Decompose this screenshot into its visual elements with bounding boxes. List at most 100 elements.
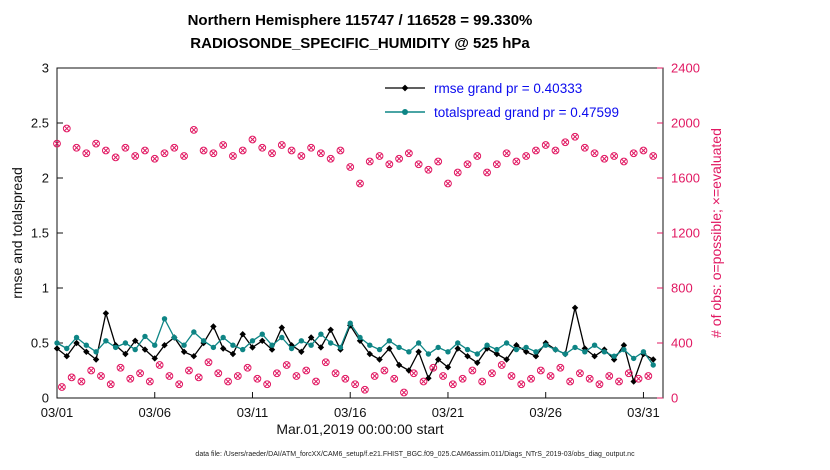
- marker-obs-possible-circle: [277, 141, 286, 149]
- marker-dot: [513, 346, 520, 353]
- marker-obs-possible-circle: [561, 138, 570, 147]
- marker-obs-evaluated-cross: [576, 370, 583, 377]
- marker-dot: [152, 342, 158, 348]
- marker-dot: [582, 349, 588, 355]
- marker-diamond: [73, 339, 80, 347]
- marker-obs-possible-circle: [121, 143, 130, 152]
- marker-obs-evaluated-cross: [313, 378, 319, 385]
- marker-dot: [64, 345, 70, 352]
- marker-dot: [572, 344, 578, 351]
- marker-obs-possible-circle: [116, 363, 125, 372]
- marker-obs-possible-circle: [458, 374, 467, 383]
- marker-diamond: [219, 345, 227, 352]
- marker-obs-evaluated-cross: [371, 373, 378, 379]
- marker-obs-possible-circle: [87, 366, 96, 375]
- marker-obs-possible-circle: [492, 160, 501, 169]
- marker-obs-possible-circle: [326, 154, 335, 163]
- y-axis-label-left: rmse and totalspread: [9, 167, 25, 299]
- marker-obs-evaluated-cross: [606, 373, 613, 379]
- marker-obs-possible-circle: [395, 154, 403, 163]
- marker-obs-evaluated-cross: [161, 150, 168, 157]
- marker-obs-possible-circle: [312, 377, 320, 386]
- y-tick-label-right: 1600: [671, 171, 700, 186]
- marker-obs-possible-circle: [292, 372, 301, 380]
- marker-diamond: [513, 342, 520, 349]
- marker-obs-possible-circle: [595, 380, 604, 389]
- marker-obs-evaluated-cross: [234, 373, 241, 379]
- marker-obs-possible-circle: [507, 372, 516, 380]
- marker-obs-possible-circle: [317, 149, 325, 158]
- marker-obs-possible-circle: [541, 141, 550, 149]
- marker-diamond: [395, 361, 403, 369]
- legend-marker-rmse: [385, 84, 425, 92]
- marker-obs-possible-circle: [365, 157, 374, 166]
- marker-dot: [279, 334, 285, 341]
- chart-title-line2: RADIOSONDE_SPECIFIC_HUMIDITY @ 525 hPa: [190, 35, 530, 52]
- y-tick-label-left: 0: [42, 391, 49, 406]
- marker-obs-evaluated-cross: [440, 373, 447, 379]
- marker-obs-possible-circle: [263, 380, 272, 389]
- marker-dot: [445, 349, 451, 355]
- marker-dot: [425, 351, 432, 357]
- marker-obs-possible-circle: [409, 369, 418, 378]
- marker-obs-possible-circle: [556, 363, 565, 372]
- marker-obs-evaluated-cross: [132, 153, 139, 159]
- marker-dot: [562, 351, 568, 357]
- marker-obs-evaluated-cross: [342, 375, 349, 382]
- marker-obs-evaluated-cross: [78, 378, 85, 385]
- marker-dot: [249, 338, 256, 344]
- marker-obs-possible-circle: [336, 146, 345, 155]
- y-tick-label-left: 1.5: [31, 226, 49, 241]
- legend: rmse grand pr = 0.40333 totalspread gran…: [383, 76, 619, 124]
- marker-diamond: [259, 337, 266, 344]
- marker-obs-possible-circle: [341, 374, 350, 383]
- marker-obs-possible-circle: [145, 377, 154, 386]
- marker-diamond: [591, 353, 598, 360]
- marker-obs-evaluated-cross: [112, 154, 119, 161]
- marker-obs-possible-circle: [566, 377, 575, 386]
- marker-obs-possible-circle: [551, 146, 560, 155]
- marker-obs-possible-circle: [346, 163, 355, 171]
- marker-obs-evaluated-cross: [225, 378, 232, 385]
- marker-obs-possible-circle: [77, 377, 86, 386]
- marker-obs-possible-circle: [400, 388, 408, 397]
- marker-obs-evaluated-cross: [567, 378, 574, 385]
- marker-obs-evaluated-cross: [449, 381, 456, 388]
- marker-obs-possible-circle: [414, 160, 423, 169]
- marker-obs-possible-circle: [536, 366, 545, 375]
- marker-obs-evaluated-cross: [572, 133, 578, 140]
- marker-obs-evaluated-cross: [562, 139, 569, 146]
- marker-obs-possible-circle: [233, 372, 242, 380]
- marker-obs-evaluated-cross: [273, 370, 280, 377]
- marker-obs-evaluated-cross: [611, 153, 618, 159]
- marker-obs-possible-circle: [610, 152, 619, 160]
- marker-dot: [611, 353, 617, 359]
- marker-obs-possible-circle: [209, 149, 218, 158]
- marker-obs-evaluated-cross: [156, 362, 163, 368]
- marker-obs-evaluated-cross: [591, 150, 598, 157]
- marker-obs-possible-circle: [585, 374, 594, 383]
- marker-obs-evaluated-cross: [488, 370, 495, 377]
- marker-obs-possible-circle: [463, 160, 472, 169]
- marker-obs-possible-circle: [488, 369, 496, 378]
- marker-diamond: [532, 353, 540, 360]
- series-line-rmse: [56, 307, 654, 384]
- marker-diamond: [83, 348, 90, 355]
- marker-dot: [415, 340, 422, 346]
- legend-marker-totalspread: [385, 109, 425, 115]
- marker-dot: [308, 342, 314, 348]
- marker-obs-evaluated-cross: [151, 155, 158, 162]
- marker-obs-possible-circle: [375, 152, 384, 160]
- marker-obs-possible-circle: [273, 369, 281, 378]
- marker-obs-possible-circle: [204, 358, 213, 367]
- marker-dot: [210, 344, 217, 351]
- y-tick-label-left: 0.5: [31, 336, 49, 351]
- marker-dot: [464, 346, 471, 353]
- marker-obs-possible-circle: [385, 160, 394, 169]
- marker-diamond: [239, 331, 246, 338]
- marker-diamond: [581, 345, 589, 352]
- marker-dot: [357, 334, 363, 341]
- marker-obs-possible-circle: [199, 146, 208, 155]
- legend-item-rmse: rmse grand pr = 0.40333: [383, 76, 619, 100]
- marker-obs-possible-circle: [453, 168, 462, 177]
